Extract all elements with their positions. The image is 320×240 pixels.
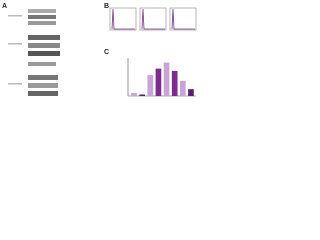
blot-band (28, 21, 56, 25)
bar (139, 94, 146, 96)
bar (179, 80, 186, 96)
blot-panel (8, 9, 60, 96)
blot-band (28, 75, 58, 80)
row-label-line (8, 43, 22, 45)
plot-frame (109, 7, 137, 31)
bar (171, 70, 178, 96)
blot-band (28, 51, 60, 56)
bar-chart (127, 58, 196, 97)
histogram-line (141, 8, 165, 30)
bar (131, 92, 137, 96)
bar (188, 89, 194, 96)
bar (155, 68, 162, 96)
blot-band (28, 91, 58, 96)
panel-label: C (104, 49, 109, 56)
histogram-line (171, 8, 195, 30)
plot-frame (139, 7, 167, 31)
panel-label: B (104, 3, 109, 10)
row-label-line (8, 15, 22, 17)
figure: A B C (2, 3, 197, 97)
blot-band (28, 62, 56, 66)
blot-band (28, 35, 60, 40)
bar (163, 62, 170, 96)
blot-band (28, 43, 60, 48)
histogram-line (111, 8, 135, 30)
plot-frame (169, 7, 197, 31)
bar (147, 75, 154, 96)
blot-band (28, 83, 58, 88)
blot-band (28, 15, 56, 19)
row-label-line (8, 83, 22, 85)
blot-band (28, 9, 56, 13)
flow-panel (109, 7, 197, 31)
panel-label: A (2, 3, 7, 10)
